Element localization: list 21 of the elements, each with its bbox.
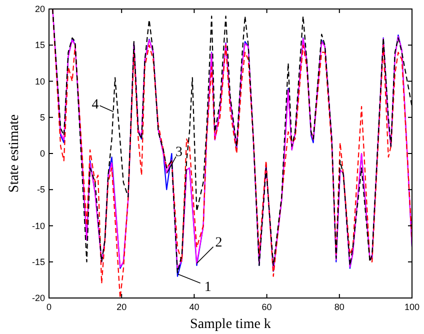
x-axis-title: Sample time k bbox=[190, 317, 271, 332]
x-tick-label: 0 bbox=[46, 302, 52, 312]
annotation: 1 bbox=[204, 280, 212, 296]
y-tick-label: 5 bbox=[40, 112, 45, 122]
x-tick-label: 80 bbox=[334, 302, 344, 312]
annotation: 2 bbox=[215, 235, 222, 250]
annotation: 3 bbox=[175, 145, 182, 160]
annotation: 4 bbox=[92, 98, 99, 113]
y-tick-label: -15 bbox=[32, 256, 45, 267]
x-tick-label: 40 bbox=[189, 302, 200, 312]
y-tick-label: 10 bbox=[34, 76, 45, 86]
x-tick-label: 100 bbox=[404, 302, 420, 312]
y-tick-label: 0 bbox=[40, 148, 45, 158]
y-axis-title: State estimate bbox=[7, 114, 22, 193]
y-tick-label: 20 bbox=[34, 4, 45, 14]
y-tick-label: -10 bbox=[32, 220, 45, 231]
x-tick-label: 60 bbox=[262, 302, 272, 312]
y-tick-label: -20 bbox=[32, 293, 45, 303]
y-tick-label: 15 bbox=[34, 40, 45, 50]
x-tick-label: 20 bbox=[116, 302, 127, 312]
y-tick-label: -5 bbox=[36, 184, 45, 195]
